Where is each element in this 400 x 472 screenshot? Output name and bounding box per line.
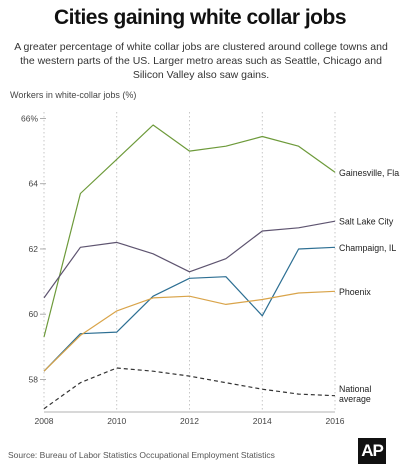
chart-subtitle: A greater percentage of white collar job… xyxy=(14,41,388,81)
x-tick-label: 2010 xyxy=(107,416,126,426)
y-tick-label: 62 xyxy=(29,244,39,254)
series-label-phoenix: Phoenix xyxy=(339,287,371,297)
series-line-salt-lake-city xyxy=(43,220,336,299)
ap-logo: AP xyxy=(358,438,386,464)
series-label-national-average: average xyxy=(339,394,371,404)
y-tick-label: 64 xyxy=(29,179,39,189)
y-tick-label: 66% xyxy=(21,114,38,124)
x-tick-label: 2012 xyxy=(180,416,199,426)
x-tick-label: 2014 xyxy=(253,416,272,426)
y-tick-label: 58 xyxy=(29,374,39,384)
series-label-salt-lake-city: Salt Lake City xyxy=(339,217,394,227)
x-tick-label: 2008 xyxy=(35,416,54,426)
series-line-champaign-il xyxy=(43,246,336,372)
series-line-gainesville-fla xyxy=(43,124,336,338)
series-label-gainesville-fla: Gainesville, Fla. xyxy=(339,168,400,178)
x-tick-label: 2016 xyxy=(326,416,345,426)
chart-title: Cities gaining white collar jobs xyxy=(53,6,347,29)
series-line-phoenix xyxy=(43,290,336,372)
source-note: Source: Bureau of Labor Statistics Occup… xyxy=(8,450,275,460)
series-label-champaign-il: Champaign, IL xyxy=(339,243,396,253)
y-tick-label: 60 xyxy=(29,309,39,319)
series-line-national-average xyxy=(43,367,336,410)
series-label-national-average: National xyxy=(339,384,371,394)
y-axis-label: Workers in white-collar jobs (%) xyxy=(10,90,137,100)
